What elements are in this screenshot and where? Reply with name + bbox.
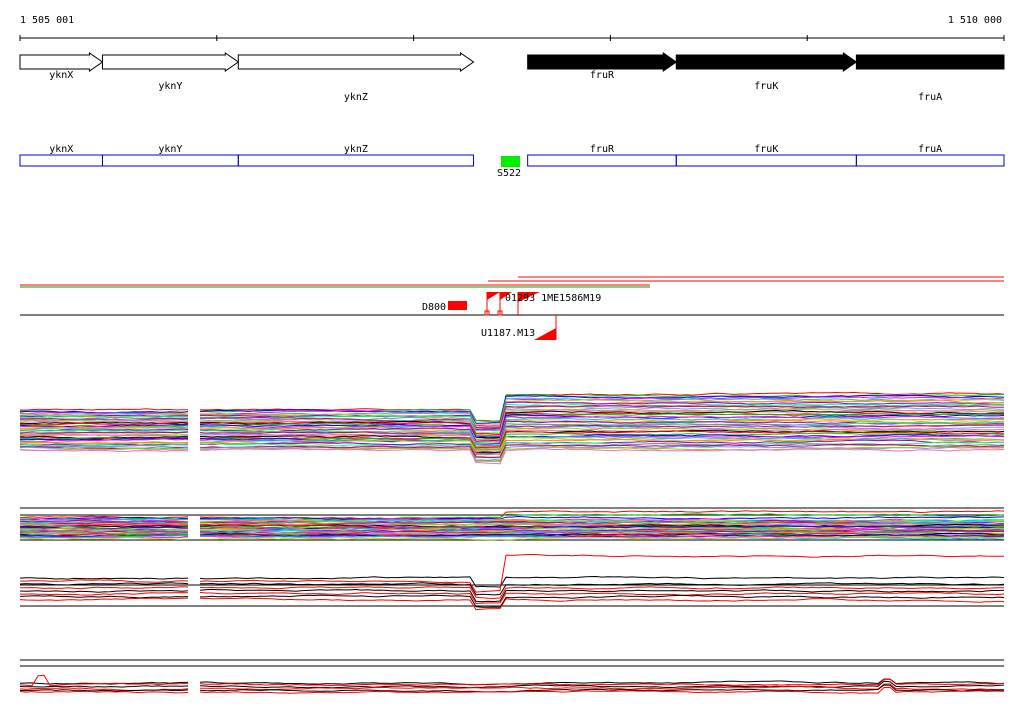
axis-ticks	[19, 35, 1005, 41]
condition-u1187-marker[interactable]	[534, 328, 556, 340]
gene-track: yknX yknY yknZ fruR fruK fruA	[19, 52, 1005, 103]
profile-line	[20, 591, 1005, 605]
coordinate-axis: 1 505 001 1 510 000	[19, 15, 1005, 41]
condition-u1187-label: U1187.M13	[481, 328, 535, 339]
condition-marker-1[interactable]	[487, 292, 500, 300]
profile-line	[19, 406, 1004, 432]
profile-line	[19, 554, 1005, 593]
segment-track: yknX yknY yknZ fruR fruK fruA	[19, 144, 1005, 167]
axis-end-label: 1 510 000	[948, 15, 1002, 26]
segment-label-yknX: yknX	[49, 144, 73, 155]
segment-box-fruK[interactable]	[675, 154, 857, 167]
segment-label-fruA: fruA	[918, 144, 942, 155]
condition-d800-label: D800	[422, 302, 446, 313]
profile-line	[19, 674, 1005, 687]
profile-line	[19, 418, 1005, 440]
segment-box-yknZ[interactable]	[237, 154, 475, 167]
profile-line	[19, 442, 1005, 462]
condition-tick-2	[497, 310, 503, 316]
condition-d800-box[interactable]	[448, 301, 467, 310]
profile-line	[19, 594, 1005, 608]
condition-marker-2[interactable]	[500, 292, 512, 300]
profile-line	[19, 412, 1005, 436]
profile-line	[19, 441, 1005, 459]
profile-line	[19, 515, 1005, 521]
profile-line	[19, 405, 1005, 431]
profile-line	[19, 448, 1005, 465]
profile-line	[19, 575, 1005, 588]
segment-label-yknY: yknY	[158, 144, 182, 155]
profile-line	[19, 391, 1005, 422]
gene-arrow-fruK[interactable]	[675, 52, 858, 72]
segment-label-fruR: fruR	[590, 144, 615, 155]
gene-label-yknX: yknX	[49, 70, 73, 81]
profile-line	[19, 684, 1005, 693]
segment-box-yknY[interactable]	[101, 154, 239, 167]
profile-line	[19, 445, 1005, 461]
profile-panel-1	[19, 391, 1005, 465]
regulatory-element-label: S522	[497, 168, 521, 179]
axis-start-label: 1 505 001	[20, 15, 74, 26]
segment-label-yknZ: yknZ	[344, 144, 368, 155]
gene-arrow-yknY[interactable]	[101, 52, 240, 72]
expression-profiles	[19, 391, 1005, 694]
segment-box-fruR[interactable]	[527, 154, 677, 167]
profile-line	[19, 428, 1005, 450]
profile-line	[19, 597, 1004, 611]
gene-label-yknY: yknY	[158, 81, 182, 92]
profile-line	[19, 588, 1005, 603]
profile-line	[19, 582, 1005, 596]
profile-line	[19, 535, 1005, 541]
profile-panel-3	[19, 554, 1005, 611]
gene-label-fruK: fruK	[754, 81, 778, 92]
gene-arrow-yknZ[interactable]	[237, 52, 475, 72]
segment-label-fruK: fruK	[754, 144, 778, 155]
gene-label-yknZ: yknZ	[344, 92, 368, 103]
segment-box-fruA[interactable]	[855, 154, 1005, 167]
profile-line	[19, 421, 1004, 445]
regulatory-element-box[interactable]	[501, 156, 520, 167]
segment-box-yknX[interactable]	[19, 154, 103, 167]
profile-line	[19, 424, 1005, 445]
profile-line	[19, 686, 1005, 694]
profile-line	[19, 586, 1005, 599]
condition-overlap-label: 01293 1ME1586M19	[505, 293, 601, 304]
gene-label-fruA: fruA	[918, 92, 942, 103]
condition-tick-1	[484, 310, 490, 316]
regulatory-element[interactable]: S522	[497, 156, 521, 179]
condition-marker-3[interactable]	[518, 292, 540, 302]
gene-arrow-fruA[interactable]	[855, 54, 1005, 70]
gene-arrow-fruR[interactable]	[527, 52, 678, 72]
gene-label-fruR: fruR	[590, 70, 615, 81]
profile-panel-2	[19, 507, 1005, 541]
gene-arrow-yknX[interactable]	[19, 52, 104, 72]
condition-track: D800 01293 1ME1586M19 U1187.M13	[20, 276, 1004, 340]
profile-panel-4	[19, 659, 1005, 694]
